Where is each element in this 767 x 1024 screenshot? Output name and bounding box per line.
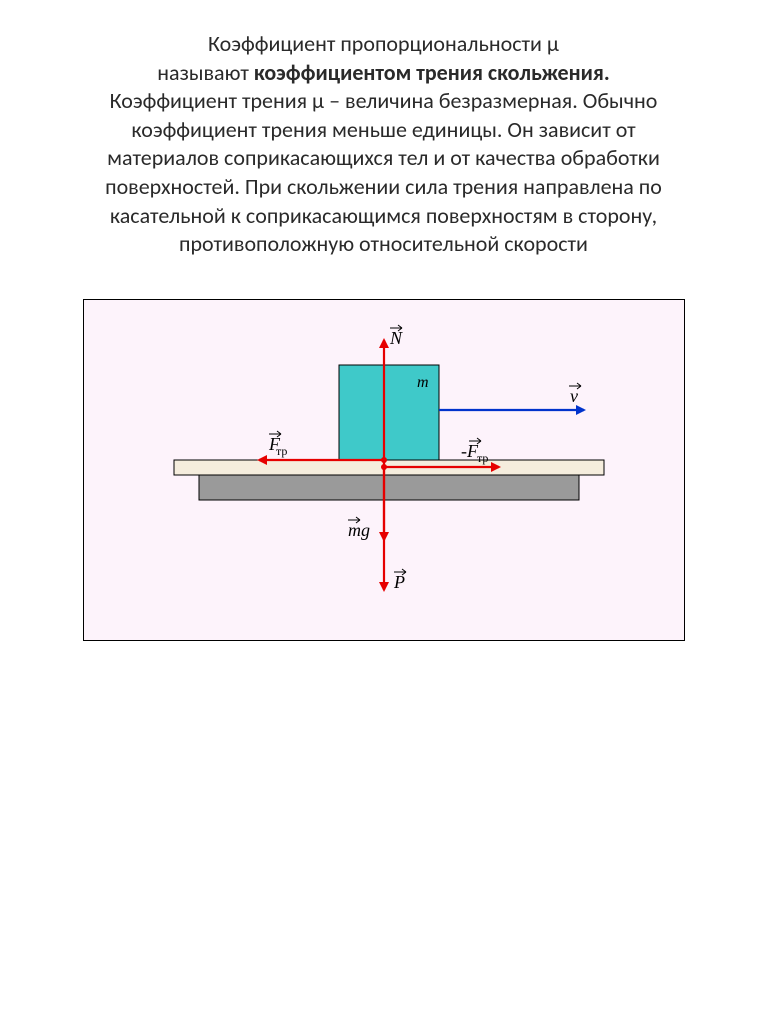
svg-text:m: m [417,374,429,391]
text-line: материалов соприкасающихся тел и от каче… [107,144,660,171]
text-line: коэффициент трения меньше единицы. Он за… [131,116,635,143]
text-line: Коэффициент пропорциональности μ [208,30,559,57]
text-line: касательной к соприкасающимся поверхност… [110,202,657,229]
svg-text:P: P [393,572,405,592]
text-line: называют [157,59,254,86]
description-paragraph: Коэффициент пропорциональности μ называю… [40,30,727,259]
diagram-svg: mNvFтр-FтрmgP [84,300,684,640]
friction-diagram: mNvFтр-FтрmgP [83,299,685,641]
svg-text:N: N [389,328,403,348]
text-bold: коэффициентом трения скольжения. [254,59,610,86]
svg-text:тр: тр [276,444,287,458]
text-line: Коэффициент трения μ – величина безразме… [110,87,658,114]
svg-text:mg: mg [348,520,370,540]
text-line: поверхностей. При скольжении сила трения… [105,173,662,200]
text-line: противоположную относительной скорости [179,230,588,257]
svg-text:v: v [570,386,578,406]
svg-text:тр: тр [477,451,488,465]
